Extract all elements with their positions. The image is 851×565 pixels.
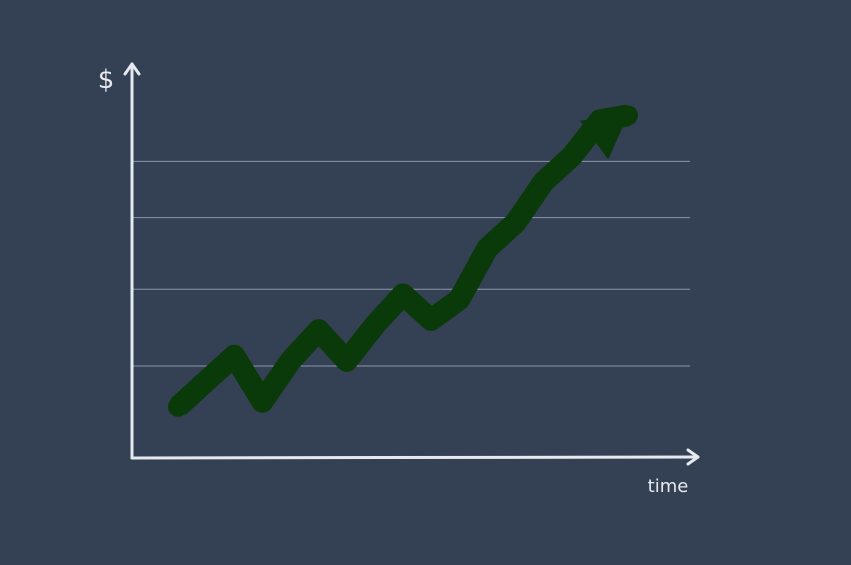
data-point-11 [449,289,470,310]
data-point-16 [589,110,610,131]
data-point-3 [224,345,245,366]
data-point-8 [364,315,385,336]
data-point-5 [280,350,301,371]
data-point-13 [505,212,526,233]
data-point-14 [533,171,554,192]
x-axis-arrowhead [686,448,700,466]
data-point-7 [336,350,357,371]
axes [123,62,700,466]
data-point-4 [252,391,273,412]
data-point-12 [477,238,498,259]
x-axis-line [130,455,700,460]
data-point-15 [561,146,582,167]
data-point-10 [421,309,442,330]
data-point-1 [168,396,188,417]
data-point-17 [618,105,638,126]
x-axis-label: time [648,476,689,497]
series-layer [168,104,638,417]
data-point-2 [196,371,217,392]
data-point-9 [393,284,413,305]
y-axis-label: $ [98,65,115,95]
y-axis-arrowhead [123,62,141,76]
series-line-1 [170,104,630,415]
data-point-6 [308,320,329,341]
gridlines [132,160,690,367]
